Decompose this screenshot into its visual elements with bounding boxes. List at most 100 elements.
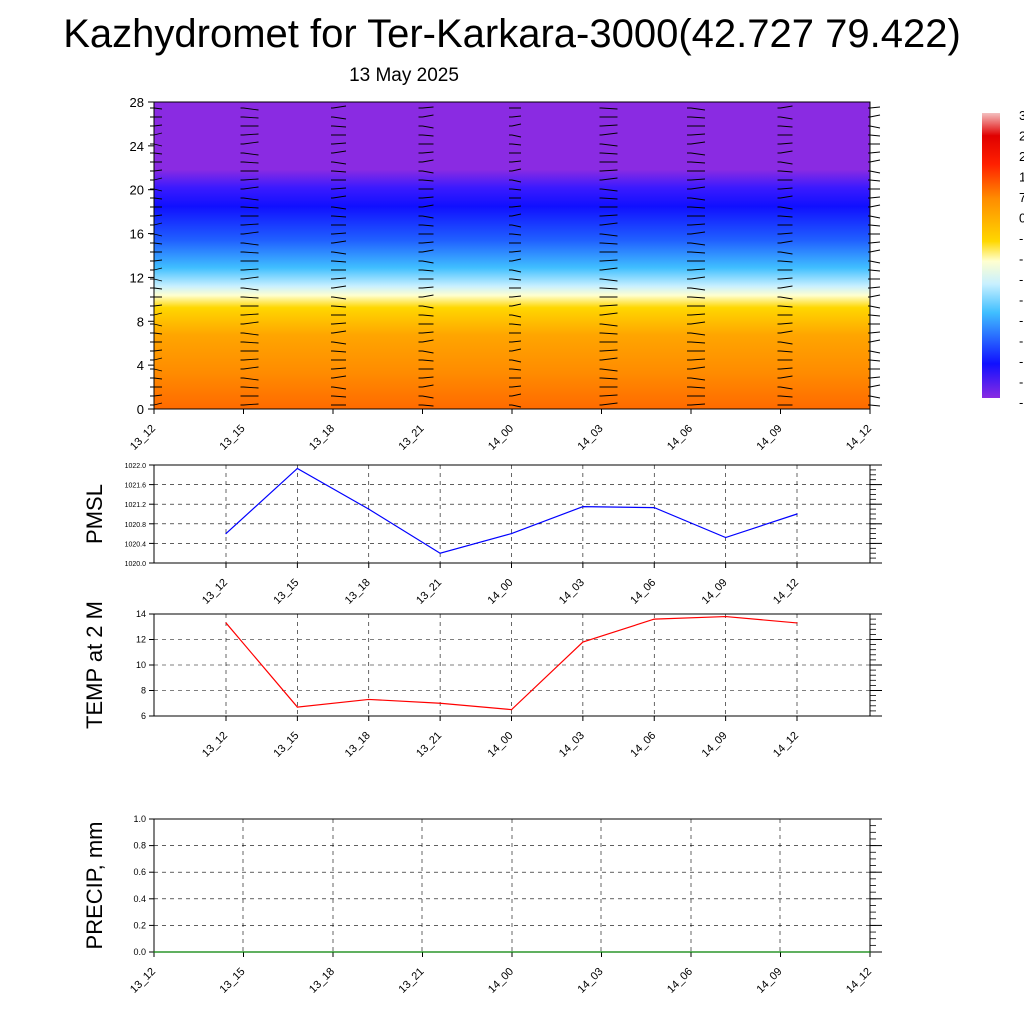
colorbar-label: 0 xyxy=(1019,211,1024,226)
colorbar-label: 1 xyxy=(1019,170,1024,185)
data-point xyxy=(725,615,727,618)
wind-barb xyxy=(509,278,522,281)
data-point xyxy=(510,533,513,535)
wind-barb xyxy=(687,313,706,316)
wind-barb xyxy=(240,161,259,164)
colorbar-label: - xyxy=(1019,354,1023,369)
wind-barb xyxy=(777,215,793,218)
wind-barb xyxy=(240,178,259,181)
data-point xyxy=(225,622,227,624)
wind-barb xyxy=(331,386,347,390)
wind-barb xyxy=(150,169,163,172)
wind-barb xyxy=(687,287,706,291)
wind-barb xyxy=(418,376,434,379)
colorbar-label: 2 xyxy=(1019,129,1024,144)
wind-barb xyxy=(331,116,347,120)
wind-barb xyxy=(240,268,259,271)
wind-barb xyxy=(687,276,706,280)
wind-barb xyxy=(509,115,522,118)
wind-barb xyxy=(150,287,163,290)
wind-barb xyxy=(331,195,347,199)
wind-barb xyxy=(418,331,434,334)
wind-barb xyxy=(240,386,259,389)
wind-barb xyxy=(331,350,347,353)
wind-barb xyxy=(509,340,522,343)
wind-barb xyxy=(418,359,434,362)
x-tick-label: 13_12 xyxy=(128,423,158,453)
x-tick-label: 13_15 xyxy=(218,423,248,453)
wind-barb xyxy=(150,312,163,316)
wind-barb xyxy=(599,107,618,110)
wind-barb xyxy=(150,349,163,352)
wind-barb xyxy=(150,107,163,110)
chart-subtitle: 13 May 2025 xyxy=(349,65,459,86)
wind-barb xyxy=(777,187,793,190)
data-point xyxy=(153,951,155,953)
wind-barb xyxy=(599,377,618,380)
wind-barb xyxy=(777,322,793,325)
colorbar-label: 2 xyxy=(1019,149,1024,164)
wind-barb xyxy=(331,305,347,308)
data-point xyxy=(582,641,584,643)
wind-barb xyxy=(418,224,434,227)
wind-barb xyxy=(240,141,259,145)
heatmap-field xyxy=(154,102,870,409)
data-point xyxy=(439,552,441,554)
data-point xyxy=(779,951,782,953)
wind-barb xyxy=(687,206,706,209)
wind-barb xyxy=(777,206,793,210)
wind-barb xyxy=(331,232,347,235)
y-tick-label: 1020.8 xyxy=(125,522,147,529)
wind-barb xyxy=(331,296,347,300)
wind-barb xyxy=(331,285,347,289)
wind-barb xyxy=(150,124,163,127)
wind-barb xyxy=(599,197,618,200)
colorbar-label: - xyxy=(1019,334,1023,349)
y-tick-label: 28 xyxy=(130,95,144,110)
wind-barb xyxy=(331,251,347,255)
data-point xyxy=(653,618,655,620)
x-tick-label: 14_00 xyxy=(486,423,516,453)
wind-barb xyxy=(777,277,793,280)
data-point xyxy=(242,951,245,953)
wind-barb xyxy=(509,123,522,127)
wind-barb xyxy=(599,312,618,316)
wind-barb xyxy=(777,142,793,145)
x-tick-label: 13_21 xyxy=(414,577,444,607)
x-tick-label: 14_06 xyxy=(665,423,695,453)
wind-barb xyxy=(777,105,793,109)
data-point xyxy=(368,698,370,701)
data-point xyxy=(796,622,798,624)
x-tick-label: 13_18 xyxy=(343,577,373,607)
wind-barb xyxy=(418,204,434,208)
wind-barb xyxy=(777,305,793,308)
y-tick-label: 0.0 xyxy=(133,947,146,957)
x-tick-label: 14_09 xyxy=(700,577,730,607)
wind-barb xyxy=(509,314,522,318)
x-tick-label: 14_12 xyxy=(771,577,801,607)
wind-barb xyxy=(777,367,793,370)
wind-barb xyxy=(418,314,434,317)
wind-barb xyxy=(150,214,163,217)
wind-barb xyxy=(240,152,259,156)
colorbar-label: - xyxy=(1019,313,1023,328)
wind-barb xyxy=(418,249,434,253)
x-tick-label: 14_09 xyxy=(755,966,785,996)
colorbar-label: 7 xyxy=(1019,190,1024,205)
x-tick-label: 14_09 xyxy=(755,423,785,453)
y-tick-label: 8 xyxy=(137,314,144,329)
wind-barb xyxy=(687,377,706,381)
wind-barb xyxy=(418,114,434,118)
wind-barb xyxy=(331,240,347,244)
wind-barb xyxy=(687,186,706,190)
wind-barb xyxy=(150,394,163,397)
wind-barb xyxy=(331,395,347,398)
data-point xyxy=(725,536,727,539)
colorbar-label: - xyxy=(1019,231,1023,246)
wind-barb xyxy=(418,170,434,174)
wind-barb xyxy=(150,278,163,282)
plot-frame xyxy=(153,464,871,564)
wind-barb xyxy=(331,187,347,190)
x-tick-label: 14_03 xyxy=(557,730,587,760)
wind-barb xyxy=(509,385,522,388)
